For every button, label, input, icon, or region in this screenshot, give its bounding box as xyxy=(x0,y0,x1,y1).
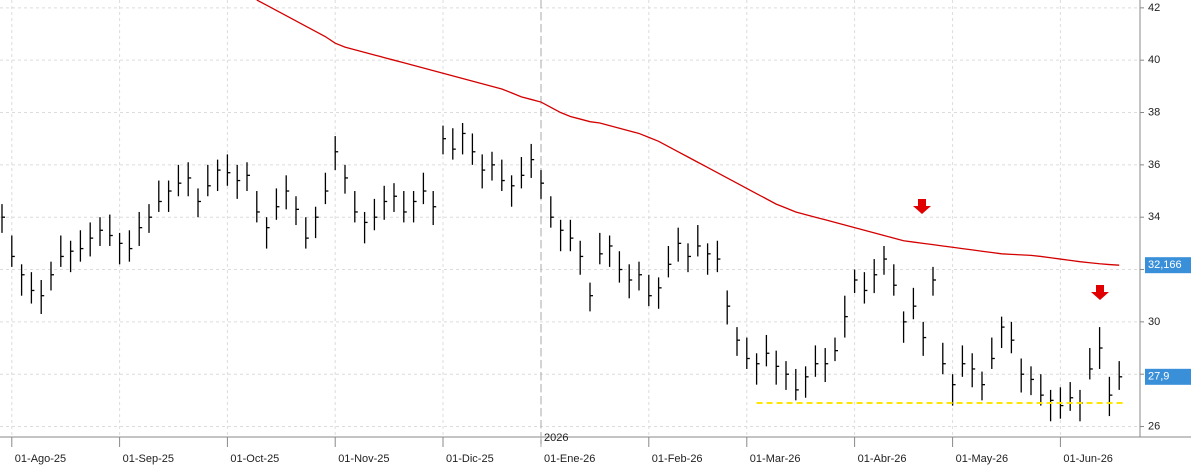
y-tick-label: 38 xyxy=(1148,106,1160,118)
down-arrow xyxy=(1091,285,1109,300)
y-tick-label: 36 xyxy=(1148,159,1160,171)
x-tick-label: 01-May-26 xyxy=(956,453,1009,465)
x-tick-label: 01-Abr-26 xyxy=(858,453,907,465)
x-tick-label: 01-Oct-25 xyxy=(230,453,279,465)
y-tick-label: 26 xyxy=(1148,420,1160,432)
x-tick-label: 01-Sep-25 xyxy=(123,453,174,465)
last-value-box xyxy=(1145,257,1191,274)
x-tick-label: 01-Nov-25 xyxy=(338,453,389,465)
last-value-box xyxy=(1145,368,1191,385)
y-tick-label: 42 xyxy=(1148,2,1160,14)
last-value-label: 32,166 xyxy=(1148,259,1182,271)
year-label: 2026 xyxy=(544,432,568,444)
y-tick-label: 40 xyxy=(1148,54,1160,66)
x-tick-label: 01-Dic-25 xyxy=(446,453,494,465)
x-tick-label: 01-Jun-26 xyxy=(1063,453,1113,465)
x-tick-label: 01-Mar-26 xyxy=(750,453,801,465)
x-tick-label: 01-Feb-26 xyxy=(652,453,703,465)
x-tick-label: 01-Ene-26 xyxy=(544,453,595,465)
y-tick-label: 34 xyxy=(1148,211,1160,223)
last-value-label: 27,9 xyxy=(1148,371,1169,383)
y-tick-label: 30 xyxy=(1148,316,1160,328)
x-tick-label: 01-Ago-25 xyxy=(15,453,66,465)
moving-average xyxy=(256,0,1120,266)
down-arrow xyxy=(913,199,931,214)
